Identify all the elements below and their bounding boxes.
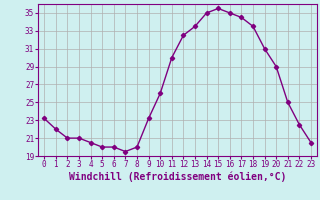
X-axis label: Windchill (Refroidissement éolien,°C): Windchill (Refroidissement éolien,°C)	[69, 172, 286, 182]
